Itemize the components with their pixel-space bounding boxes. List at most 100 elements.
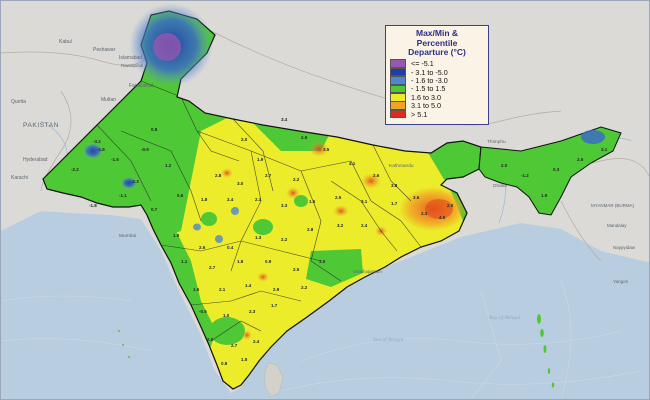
station-value-label: 1.1 [181, 259, 188, 264]
legend-item: > 5.1 [390, 109, 484, 119]
station-value-label: 2.7 [265, 173, 272, 178]
label-faisalabad: Faisalabad [129, 83, 154, 89]
station-value-label: 0.6 [177, 193, 184, 198]
station-value-label: 1.5 [241, 357, 248, 362]
andaman-islands [537, 314, 555, 388]
station-value-label: 1.7 [271, 303, 278, 308]
station-value-label: 0.8 [221, 361, 228, 366]
lakshadweep-islands [118, 330, 130, 358]
label-karachi: Karachi [11, 175, 28, 181]
label-quetta: Quetta [11, 99, 26, 105]
station-value-label: 1.0 [223, 313, 230, 318]
legend-item: 1.6 to 3.0 [390, 92, 484, 102]
legend-swatch [390, 93, 406, 102]
legend-item: <= -5.1 [390, 59, 484, 68]
label-visakhapatnam: Visakhapatnam [353, 269, 382, 274]
station-value-label: 1.8 [237, 259, 244, 264]
sea-floor-lines [1, 280, 642, 399]
station-value-label: -0.5 [199, 309, 207, 314]
sri-lanka-landmass [264, 362, 284, 398]
legend-item: - 3.1 to -5.0 [390, 67, 484, 77]
station-value-label: -1.8 [89, 203, 97, 208]
station-value-label: 0.4 [227, 245, 234, 250]
station-value-label: 1.2 [165, 163, 172, 168]
station-value-label: 2.4 [227, 197, 234, 202]
station-value-label: 2.8 [307, 227, 314, 232]
label-sea-of-bengal: Sea of Bengal [373, 336, 404, 343]
station-value-label: 2.0 [501, 163, 508, 168]
station-value-label: 3.6 [413, 195, 420, 200]
legend-item: 3.1 to 5.0 [390, 101, 484, 111]
station-value-label: 4.1 [349, 161, 356, 166]
legend-item-label: 1.6 to 3.0 [411, 92, 441, 102]
legend-swatch [390, 76, 406, 85]
station-value-label: 4.5 [439, 215, 446, 220]
label-kabul: Kabul [59, 39, 72, 45]
station-value-label: 2.0 [241, 137, 248, 142]
station-value-label: 2.3 [421, 211, 428, 216]
station-value-label: 1.6 [309, 199, 316, 204]
legend-title-line-2: Percentile [416, 37, 458, 48]
station-value-label: 1.7 [391, 201, 398, 206]
legend-title: Max/Min & Percentile Departure (°C) [390, 28, 484, 58]
station-value-label: 3.8 [391, 183, 398, 188]
legend-title-line-1: Max/Min & [415, 28, 459, 38]
legend-item-label: 3.1 to 5.0 [411, 101, 441, 111]
legend: Max/Min & Percentile Departure (°C) <= -… [385, 25, 489, 125]
legend-title-line-3: Departure (°C) [408, 47, 466, 57]
station-value-label: -2.2 [71, 167, 79, 172]
station-value-label: 2.9 [301, 135, 308, 140]
sea-area [1, 211, 649, 399]
legend-item: - 1.6 to -3.0 [390, 75, 484, 85]
label-islamabad: Islamabad [119, 55, 142, 61]
label-thimphu: Thimphu [487, 139, 506, 145]
label-pakistan: PAKISTAN [23, 122, 59, 129]
legend-item-label: - 1.5 to 1.5 [411, 84, 446, 94]
station-value-label: 2.1 [255, 197, 262, 202]
legend-swatch [390, 84, 406, 94]
station-value-label: 2.6 [199, 245, 206, 250]
station-value-label: 2.6 [577, 157, 584, 162]
station-value-label: 2.9 [273, 287, 280, 292]
station-value-label: 2.4 [361, 223, 368, 228]
india-outline [42, 10, 482, 390]
station-value-label: 2.2 [281, 237, 288, 242]
station-values: -1.8 -2.3 -3.2 -1.5 0.8 -2.2 -1.1 0.6 -1.8 0.7 1.2… [71, 117, 608, 366]
station-value-label: 1.9 [173, 233, 180, 238]
label-rawalpindi: Rawalpindi [121, 63, 143, 68]
station-value-label: 1.4 [245, 283, 252, 288]
station-value-label: 1.9 [257, 157, 264, 162]
station-value-label: 0.8 [151, 127, 158, 132]
station-value-label: 2.7 [209, 265, 216, 270]
station-value-label: 1.3 [255, 235, 262, 240]
station-value-label: 0.3 [553, 167, 560, 172]
label-kathmandu: Kathmandu [389, 163, 414, 169]
station-value-label: 1.6 [193, 287, 200, 292]
station-value-label: 2.2 [301, 285, 308, 290]
label-hyderabad: Hyderabad [23, 157, 48, 163]
station-value-label: 3.1 [361, 199, 368, 204]
label-multan: Multan [101, 97, 116, 103]
station-value-label: -1.1 [119, 193, 127, 198]
station-value-label: 3.5 [323, 147, 330, 152]
label-dhaka: Dhaka [493, 183, 507, 189]
station-value-label: 1.8 [201, 197, 208, 202]
legend-items: <= -5.1 - 3.1 to -5.0 - 1.6 to -3.0 - 1.… [390, 59, 484, 119]
legend-item-label: - 1.6 to -3.0 [411, 75, 448, 85]
station-value-label: 0.7 [151, 207, 158, 212]
station-value-label: 2.5 [335, 195, 342, 200]
station-value-label: 0.9 [265, 259, 272, 264]
legend-item-label: > 5.1 [411, 109, 428, 119]
legend-swatch [390, 101, 406, 110]
legend-swatch [390, 67, 406, 77]
station-value-label: -2.3 [131, 179, 139, 184]
label-naypyidaw: Naypyidaw [613, 245, 636, 250]
station-value-label: -1.2 [521, 173, 529, 178]
legend-swatch [390, 59, 406, 68]
label-bay-of-bengal: Bay of Bengal [489, 314, 521, 321]
station-value-label: 2.6 [373, 173, 380, 178]
station-value-label: 3.3 [281, 203, 288, 208]
station-value-label: 2.2 [293, 177, 300, 182]
